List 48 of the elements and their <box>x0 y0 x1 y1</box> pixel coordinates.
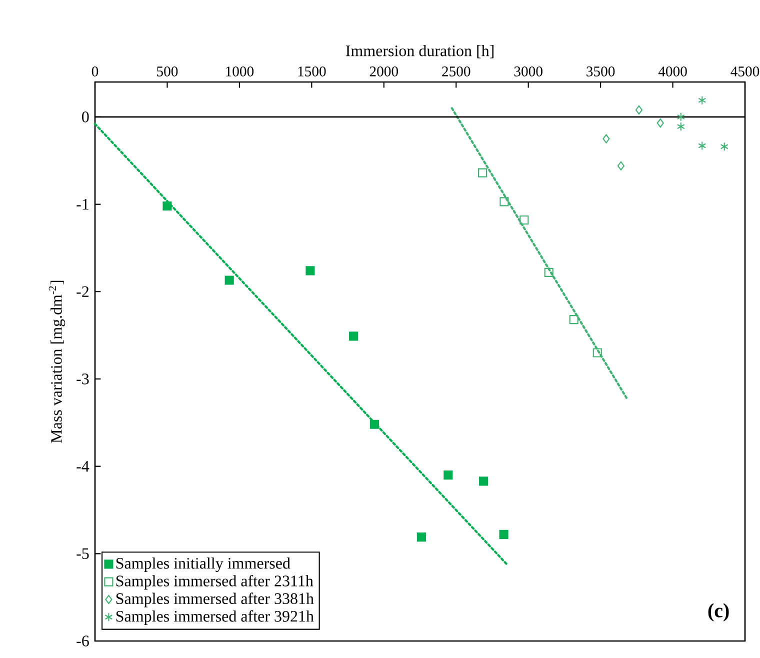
x-tick-label: 3500 <box>586 66 615 76</box>
x-tick-label: 2000 <box>370 66 398 76</box>
point <box>592 348 602 358</box>
point <box>720 142 728 152</box>
y-tick-label: -2 <box>76 286 89 297</box>
point <box>306 266 315 276</box>
y-tick-label: -4 <box>76 461 90 472</box>
y-tick-label: -5 <box>76 548 89 559</box>
point <box>370 420 380 429</box>
point <box>635 105 643 114</box>
point <box>544 268 554 277</box>
x-tick-label: 500 <box>157 66 178 76</box>
x-tick-label: 2500 <box>442 66 470 76</box>
point <box>676 122 685 132</box>
y-tick-label: -1 <box>76 199 88 210</box>
point <box>444 470 453 480</box>
point <box>478 168 488 178</box>
x-tick-label: 1000 <box>226 66 254 76</box>
point <box>479 476 488 486</box>
y-axis-title: Mass variation [mg.dm$^{-2}$] <box>48 280 66 443</box>
point <box>698 141 706 150</box>
x-tick-label: 0 <box>92 66 98 76</box>
x-tick-label: 4500 <box>730 66 760 76</box>
point <box>500 197 509 206</box>
legend-label: Samples immersed after 3381h <box>116 592 314 608</box>
point <box>224 276 234 285</box>
point <box>676 112 685 122</box>
point <box>698 96 706 105</box>
point <box>617 161 624 170</box>
point <box>349 332 358 341</box>
y-tick-label: 0 <box>82 112 89 122</box>
annotation: (c) <box>708 603 729 622</box>
point <box>416 532 426 542</box>
x-axis-title: Immersion duration [h] <box>346 44 494 58</box>
point <box>499 530 508 539</box>
point <box>656 118 664 128</box>
y-tick-label: -6 <box>76 636 89 646</box>
point <box>520 215 529 225</box>
x-tick-label: 4000 <box>658 66 687 76</box>
legend-label: Samples immersed after 2311h <box>116 574 314 590</box>
point <box>569 315 578 324</box>
x-tick-label: 3000 <box>514 66 542 76</box>
x-tick-label: 1500 <box>298 66 326 76</box>
y-tick-label: -3 <box>76 374 89 384</box>
legend-label: Samples initially immersed <box>116 557 290 572</box>
point <box>602 134 610 144</box>
legend-label: Samples immersed after 3921h <box>116 610 314 625</box>
point <box>162 201 172 211</box>
